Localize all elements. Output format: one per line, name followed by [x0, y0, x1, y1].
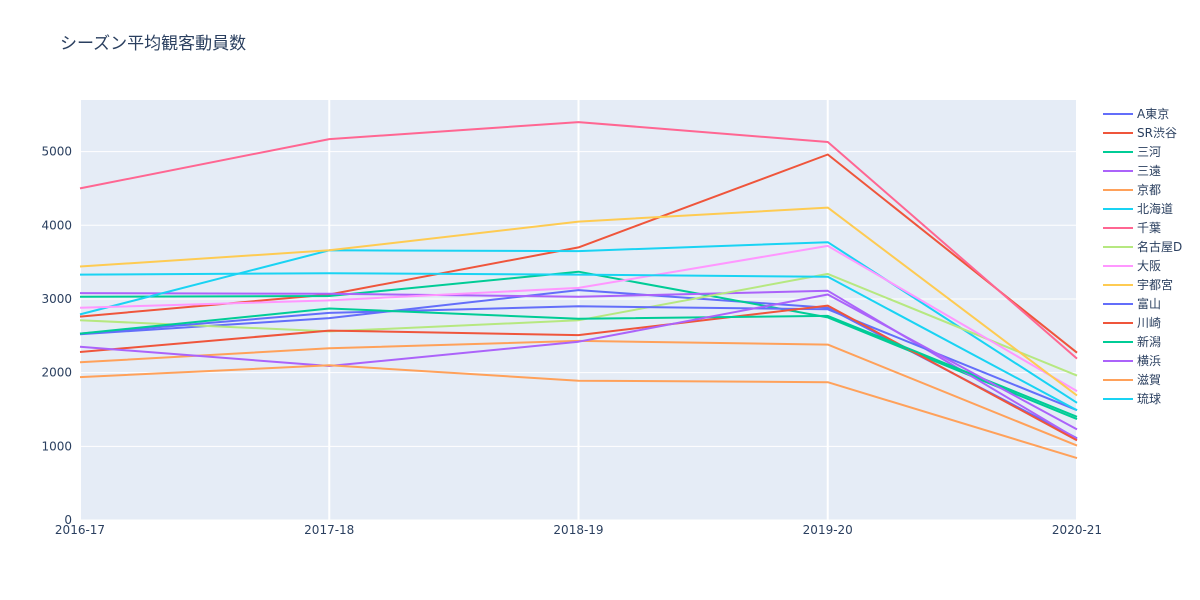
legend-label[interactable]: 川崎	[1137, 316, 1161, 330]
series-line-11[interactable]	[79, 305, 1078, 412]
y-axis: 0 1000 2000 3000 4000 5000	[41, 145, 72, 527]
x-tick-label: 2019-20	[803, 523, 853, 537]
legend-label[interactable]: 千葉	[1137, 221, 1161, 235]
legend-label[interactable]: SR渋谷	[1137, 126, 1177, 140]
legend-label[interactable]: 三遠	[1137, 164, 1161, 178]
legend-label[interactable]: 滋賀	[1137, 373, 1161, 387]
legend-label[interactable]: 横浜	[1137, 354, 1161, 368]
legend-label[interactable]: 琉球	[1137, 392, 1161, 406]
legend-label[interactable]: 富山	[1137, 296, 1161, 311]
legend-label[interactable]: 大阪	[1137, 259, 1161, 273]
series-line-6[interactable]	[79, 241, 1078, 404]
series-line-16[interactable]	[79, 272, 1078, 412]
y-tick-label: 3000	[41, 292, 72, 306]
legend-label[interactable]: 京都	[1137, 183, 1161, 197]
series-line-7[interactable]	[79, 121, 1078, 360]
x-tick-label: 2017-18	[304, 523, 354, 537]
y-tick-label: 5000	[41, 145, 72, 159]
legend-label[interactable]: 三河	[1137, 145, 1161, 159]
legend-label[interactable]: 北海道	[1137, 201, 1173, 216]
y-tick-label: 0	[64, 513, 72, 527]
x-tick-label: 2020-21	[1052, 523, 1102, 537]
series-line-10[interactable]	[79, 206, 1078, 397]
y-tick-label: 4000	[41, 218, 72, 232]
x-tick-label: 2016-17	[55, 523, 105, 537]
series-line-9[interactable]	[79, 244, 1078, 392]
legend-label[interactable]: 名古屋D	[1137, 239, 1182, 254]
x-tick-label: 2018-19	[553, 523, 603, 537]
series-lines	[79, 121, 1078, 460]
series-line-13[interactable]	[79, 307, 1078, 418]
x-axis: 2016-17 2017-18 2018-19 2019-20 2020-21	[55, 523, 1102, 537]
y-tick-label: 2000	[41, 366, 72, 380]
y-tick-label: 1000	[41, 439, 72, 453]
series-line-15[interactable]	[79, 364, 1078, 460]
legend-label[interactable]: 新潟	[1137, 334, 1161, 349]
chart-title: シーズン平均観客動員数	[60, 34, 246, 54]
series-line-14[interactable]	[79, 293, 1078, 431]
legend-label[interactable]: 宇都宮	[1137, 277, 1173, 292]
series-line-8[interactable]	[79, 272, 1078, 377]
legend-label[interactable]: A東京	[1137, 107, 1169, 121]
